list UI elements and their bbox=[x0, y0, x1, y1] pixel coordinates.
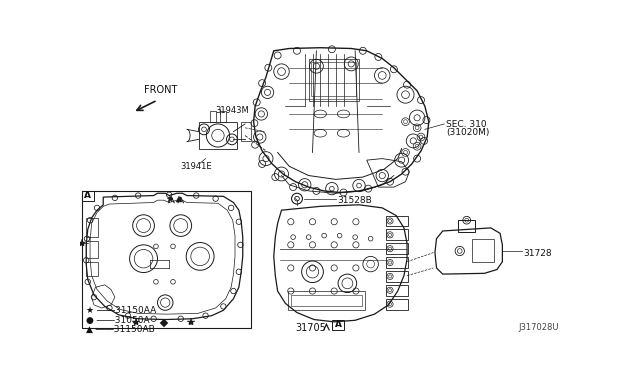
Text: 31941E: 31941E bbox=[180, 162, 212, 171]
Text: ▲ ――31150AB: ▲ ――31150AB bbox=[86, 325, 155, 334]
Bar bbox=[210, 111, 216, 122]
Text: J317028U: J317028U bbox=[518, 323, 558, 332]
Text: A: A bbox=[335, 320, 342, 330]
Bar bbox=[458, 220, 476, 232]
Bar bbox=[288, 291, 365, 310]
Bar bbox=[86, 218, 98, 237]
Bar bbox=[311, 62, 356, 96]
Bar bbox=[386, 216, 408, 226]
Bar bbox=[472, 239, 494, 262]
Bar bbox=[386, 285, 408, 296]
Text: 31943M: 31943M bbox=[215, 106, 248, 115]
Text: ● ――31050A: ● ――31050A bbox=[86, 316, 150, 325]
Text: 31528B: 31528B bbox=[337, 196, 372, 205]
Text: (31020M): (31020M) bbox=[446, 128, 489, 137]
Bar bbox=[308, 58, 359, 101]
Bar bbox=[241, 122, 250, 141]
Text: SEC. 310: SEC. 310 bbox=[446, 120, 486, 129]
Text: ★ ――31150AA: ★ ――31150AA bbox=[86, 307, 156, 315]
Bar bbox=[386, 257, 408, 268]
Bar bbox=[291, 295, 362, 307]
Bar bbox=[386, 299, 408, 310]
Text: 31705: 31705 bbox=[296, 323, 326, 333]
Bar bbox=[220, 111, 226, 122]
Bar bbox=[386, 271, 408, 282]
Bar bbox=[332, 320, 344, 330]
Bar bbox=[83, 191, 94, 201]
Bar bbox=[198, 122, 237, 150]
Bar bbox=[86, 262, 98, 276]
Text: 31728: 31728 bbox=[524, 249, 552, 258]
Bar bbox=[86, 241, 98, 258]
Text: A: A bbox=[84, 191, 92, 200]
Bar bbox=[386, 243, 408, 254]
Bar bbox=[386, 230, 408, 240]
Bar bbox=[83, 191, 252, 328]
Text: FRONT: FRONT bbox=[143, 85, 177, 95]
